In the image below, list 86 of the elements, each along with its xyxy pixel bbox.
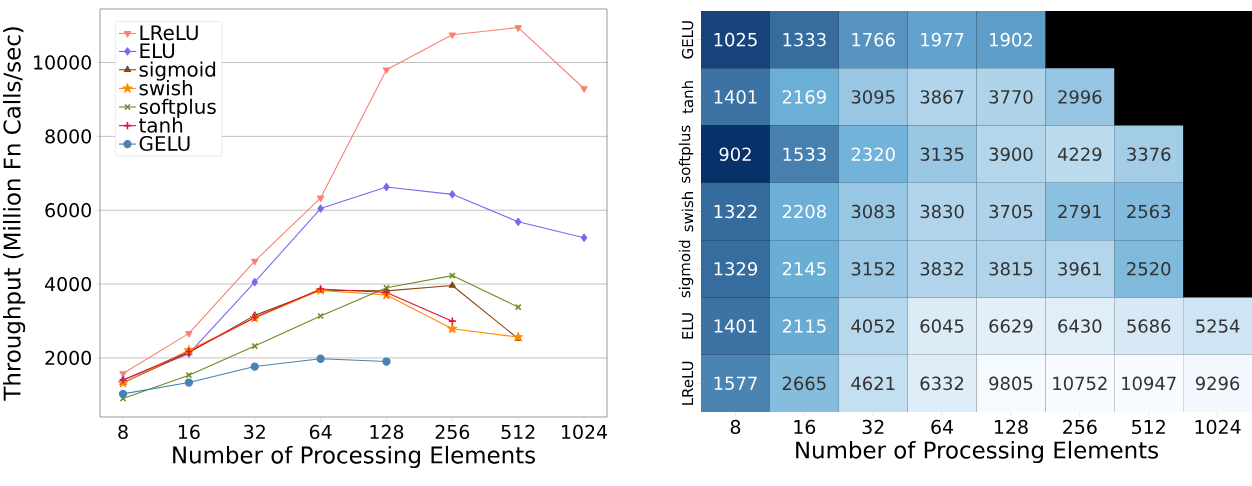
- data-label: 5254: [1196, 319, 1240, 333]
- y-tick-label: LReLU: [682, 361, 694, 405]
- y-tick-label: GELU: [681, 21, 694, 59]
- y-tick-label: tanh: [681, 81, 694, 114]
- x-tick-label: 64: [309, 424, 332, 440]
- data-label: 3867: [920, 90, 964, 104]
- data-label: 4052: [851, 319, 895, 333]
- y-axis-title: Throughput (Million Fn Calls/sec): [3, 27, 26, 401]
- data-label: 2169: [782, 90, 826, 104]
- data-label: 3961: [1058, 261, 1101, 276]
- legend-label: LReLU: [140, 25, 198, 41]
- x-axis-title: Number of Processing Elements: [173, 445, 535, 469]
- data-label: 10947: [1122, 376, 1176, 391]
- data-label: 9805: [989, 376, 1033, 391]
- y-tick-label: softplus: [678, 125, 694, 183]
- x-tick-label: 8: [730, 419, 741, 435]
- data-label: 1401: [714, 90, 757, 104]
- x-tick-label: 1024: [1195, 419, 1241, 435]
- data-label: 2791: [1058, 204, 1101, 219]
- data-label: 3135: [920, 147, 964, 161]
- data-label: 6332: [920, 376, 964, 391]
- x-tick-label: 256: [1063, 419, 1097, 435]
- data-label: 5686: [1127, 319, 1171, 333]
- x-tick-label: 16: [178, 424, 200, 440]
- x-tick-label: 1024: [562, 424, 608, 440]
- x-tick-label: 32: [244, 424, 265, 440]
- x-tick-label: 512: [501, 424, 535, 440]
- y-tick-label: 4000: [45, 276, 91, 292]
- data-label: 2665: [782, 376, 826, 391]
- y-tick-label: 2000: [45, 350, 91, 366]
- data-label: 1977: [921, 32, 964, 47]
- x-axis-title: Number of Processing Elements: [796, 440, 1158, 464]
- data-label: 2115: [782, 319, 826, 333]
- legend-label: GELU: [139, 135, 190, 151]
- data-label: 2320: [851, 147, 895, 161]
- y-tick-label: 8000: [45, 129, 91, 144]
- data-label: 1025: [714, 32, 757, 47]
- data-label: 3083: [851, 204, 895, 219]
- data-label: 6045: [920, 319, 964, 333]
- data-label: 3095: [851, 90, 895, 104]
- data-label: 1322: [714, 204, 757, 219]
- data-label: 3900: [989, 147, 1033, 161]
- data-label: 3152: [851, 261, 895, 276]
- legend-label: tanh: [139, 117, 183, 133]
- data-label: 4621: [851, 376, 895, 391]
- data-label: 2996: [1058, 90, 1102, 104]
- y-tick-label: sigmoid: [678, 240, 694, 298]
- data-label: 6430: [1058, 319, 1102, 333]
- legend-label: sigmoid: [139, 61, 216, 81]
- data-label: 3705: [989, 204, 1033, 219]
- legend-label: softplus: [139, 98, 216, 118]
- data-label: 1902: [990, 32, 1032, 47]
- data-label: 4229: [1057, 147, 1102, 161]
- y-tick-label: swish: [681, 192, 694, 232]
- data-label: 9296: [1195, 376, 1240, 391]
- x-tick-label: 512: [1132, 419, 1165, 435]
- data-label: 1766: [852, 32, 895, 47]
- y-tick-label: 6000: [45, 203, 91, 218]
- data-label: 3832: [920, 261, 964, 276]
- data-label: 902: [719, 147, 751, 161]
- data-label: 1329: [714, 261, 757, 276]
- data-label: 3830: [920, 204, 964, 219]
- data-label: 2563: [1127, 204, 1171, 219]
- data-label: 1533: [783, 147, 826, 161]
- legend-label: swish: [139, 80, 193, 96]
- data-label: 2208: [782, 204, 826, 219]
- data-label: 3770: [989, 90, 1033, 104]
- data-label: 1401: [714, 319, 757, 333]
- data-label: 2520: [1127, 261, 1171, 276]
- data-label: 3815: [989, 261, 1033, 276]
- x-tick-label: 256: [435, 424, 470, 440]
- data-label: 10752: [1053, 376, 1107, 391]
- y-tick-label: 10000: [34, 55, 91, 70]
- data-label: 3376: [1127, 147, 1171, 161]
- data-label: 6629: [989, 319, 1033, 333]
- x-tick-label: 64: [931, 419, 954, 435]
- y-tick-label: ELU: [682, 313, 694, 339]
- x-tick-label: 16: [794, 419, 816, 435]
- x-tick-label: 128: [370, 424, 404, 440]
- legend-label: ELU: [140, 43, 175, 59]
- data-label: 2145: [782, 261, 826, 276]
- x-tick-label: 128: [994, 419, 1028, 435]
- x-tick-label: 32: [862, 419, 884, 435]
- data-label: 1577: [714, 376, 757, 391]
- data-label: 1333: [783, 32, 826, 47]
- x-tick-label: 8: [118, 424, 128, 440]
